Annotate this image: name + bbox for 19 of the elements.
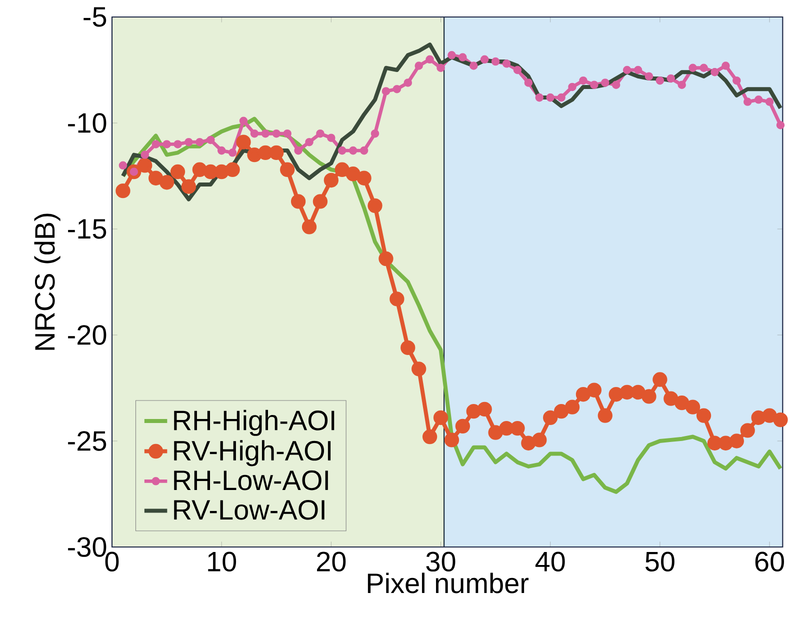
x-tick-label: 20	[317, 552, 346, 572]
x-tick-label: 30	[426, 552, 456, 572]
y-tick-label: -25	[68, 431, 106, 451]
x-tick-label: 60	[755, 552, 784, 572]
legend-label: RH-Low-AOI	[174, 470, 328, 490]
y-tick-label: -5	[84, 7, 106, 27]
y-tick-label: -15	[68, 219, 106, 239]
y-axis-title: NRCS (dB)	[34, 214, 60, 350]
x-axis-title: Pixel number	[368, 572, 529, 594]
x-tick-label: 0	[105, 552, 119, 572]
legend-label: RH-High-AOI	[174, 410, 334, 436]
x-tick-label: 10	[208, 552, 236, 572]
y-tick-label: -30	[68, 537, 106, 557]
legend-label: RV-High-AOI	[174, 440, 331, 466]
y-tick-label: -20	[68, 325, 106, 345]
y-tick-label: -10	[68, 113, 106, 133]
x-tick-label: 50	[645, 552, 674, 572]
legend-label: RV-Low-AOI	[174, 500, 324, 520]
x-tick-label: 40	[535, 552, 565, 572]
